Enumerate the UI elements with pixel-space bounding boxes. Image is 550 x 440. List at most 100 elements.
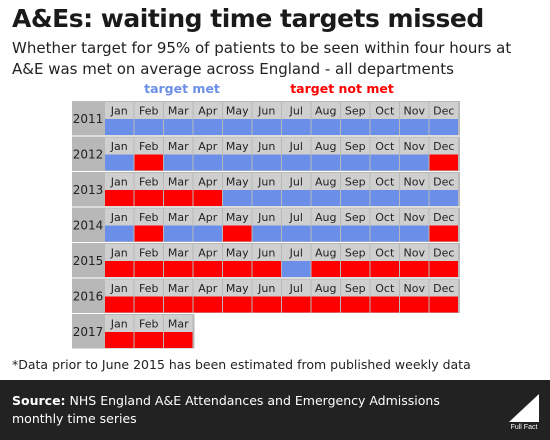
full-fact-logo: Full Fact: [509, 394, 539, 430]
month-label: Aug: [315, 282, 336, 295]
month-label-cell: [193, 244, 222, 261]
month-label: Jun: [257, 282, 275, 295]
month-label: Oct: [375, 140, 395, 153]
status-cell-target-not-met: [370, 261, 399, 277]
month-label: Feb: [139, 140, 158, 153]
month-label-cell: [370, 244, 399, 261]
month-label: Mar: [168, 211, 189, 224]
month-label: Oct: [375, 282, 395, 295]
status-cell-target-not-met: [105, 296, 134, 313]
month-label-cell: [252, 137, 281, 155]
month-label-cell: [282, 208, 311, 226]
month-label: Jan: [110, 176, 128, 189]
month-label: May: [226, 282, 249, 295]
month-label-cell: [370, 279, 399, 297]
month-label-cell: [223, 244, 252, 261]
month-label: Sep: [345, 176, 366, 189]
status-cell-target-met: [223, 154, 252, 171]
status-cell-target-not-met: [429, 261, 458, 277]
month-label-cell: [134, 137, 163, 155]
status-cell-target-not-met: [193, 296, 222, 313]
status-cell-target-not-met: [429, 154, 458, 171]
month-label-cell: [193, 137, 222, 155]
source-bar: Source: NHS England A&E Attendances and …: [0, 380, 550, 440]
month-label-cell: [223, 173, 252, 190]
month-label: Dec: [433, 105, 454, 118]
status-cell-target-met: [164, 225, 193, 242]
year-label: 2017: [73, 325, 104, 339]
source-label: Source:: [12, 393, 66, 408]
status-cell-target-not-met: [282, 296, 311, 313]
status-cell-target-met: [429, 190, 458, 206]
month-label-cell: [252, 102, 281, 119]
month-label-cell: [282, 244, 311, 261]
month-label-cell: [370, 173, 399, 190]
month-label: Nov: [404, 105, 426, 118]
month-label: Jul: [289, 140, 303, 153]
month-label-cell: [429, 279, 458, 297]
month-label-cell: [134, 279, 163, 297]
status-cell-target-met: [105, 119, 134, 135]
status-cell-target-met: [282, 225, 311, 242]
status-cell-target-not-met: [134, 190, 163, 206]
month-label: Jan: [110, 247, 128, 260]
month-label: Oct: [375, 105, 395, 118]
month-label-cell: [134, 315, 163, 332]
month-label: May: [226, 105, 249, 118]
month-label-cell: [223, 137, 252, 155]
month-label-cell: [105, 315, 134, 332]
month-label-cell: [164, 279, 193, 297]
status-cell-target-not-met: [193, 190, 222, 206]
month-label-cell: [341, 102, 370, 119]
month-label-cell: [252, 279, 281, 297]
month-label: Nov: [404, 140, 426, 153]
month-label-cell: [134, 102, 163, 119]
month-label: Feb: [139, 176, 158, 189]
month-label-cell: [282, 173, 311, 190]
status-cell-target-not-met: [429, 225, 458, 242]
month-label: Aug: [315, 211, 336, 224]
month-label: Dec: [433, 140, 454, 153]
month-label-cell: [223, 208, 252, 226]
status-cell-target-not-met: [164, 261, 193, 277]
month-label: Jan: [110, 282, 128, 295]
month-label-cell: [252, 244, 281, 261]
month-label-cell: [105, 244, 134, 261]
legend-target-not-met: target not met: [290, 81, 394, 96]
status-cell-target-met: [193, 119, 222, 135]
month-label: Apr: [198, 176, 218, 189]
full-fact-logo-text: Full Fact: [511, 424, 538, 430]
month-label-cell: [164, 244, 193, 261]
month-label-cell: [370, 137, 399, 155]
status-cell-target-met: [400, 225, 429, 242]
status-cell-target-met: [311, 154, 340, 171]
month-label-cell: [134, 208, 163, 226]
status-cell-target-met: [164, 154, 193, 171]
month-label: Dec: [433, 211, 454, 224]
month-label: Jan: [110, 318, 128, 331]
month-label-cell: [193, 279, 222, 297]
status-cell-target-met: [252, 154, 281, 171]
month-label: Mar: [168, 176, 189, 189]
month-label-cell: [105, 279, 134, 297]
month-label: Apr: [198, 211, 218, 224]
status-cell-target-met: [341, 190, 370, 206]
status-cell-target-not-met: [341, 296, 370, 313]
month-label: Jan: [110, 140, 128, 153]
month-label: Dec: [433, 247, 454, 260]
month-label-cell: [341, 208, 370, 226]
month-label-cell: [252, 173, 281, 190]
status-cell-target-not-met: [311, 261, 340, 277]
month-label-cell: [282, 137, 311, 155]
month-label: Jan: [110, 211, 128, 224]
month-label: Mar: [168, 140, 189, 153]
month-label: Sep: [345, 211, 366, 224]
status-cell-target-met: [311, 190, 340, 206]
month-label-cell: [164, 173, 193, 190]
month-label: Mar: [168, 247, 189, 260]
month-label: Jun: [257, 105, 275, 118]
status-cell-target-met: [370, 119, 399, 135]
status-cell-target-not-met: [252, 296, 281, 313]
status-cell-target-met: [370, 154, 399, 171]
month-label: Mar: [168, 318, 189, 331]
